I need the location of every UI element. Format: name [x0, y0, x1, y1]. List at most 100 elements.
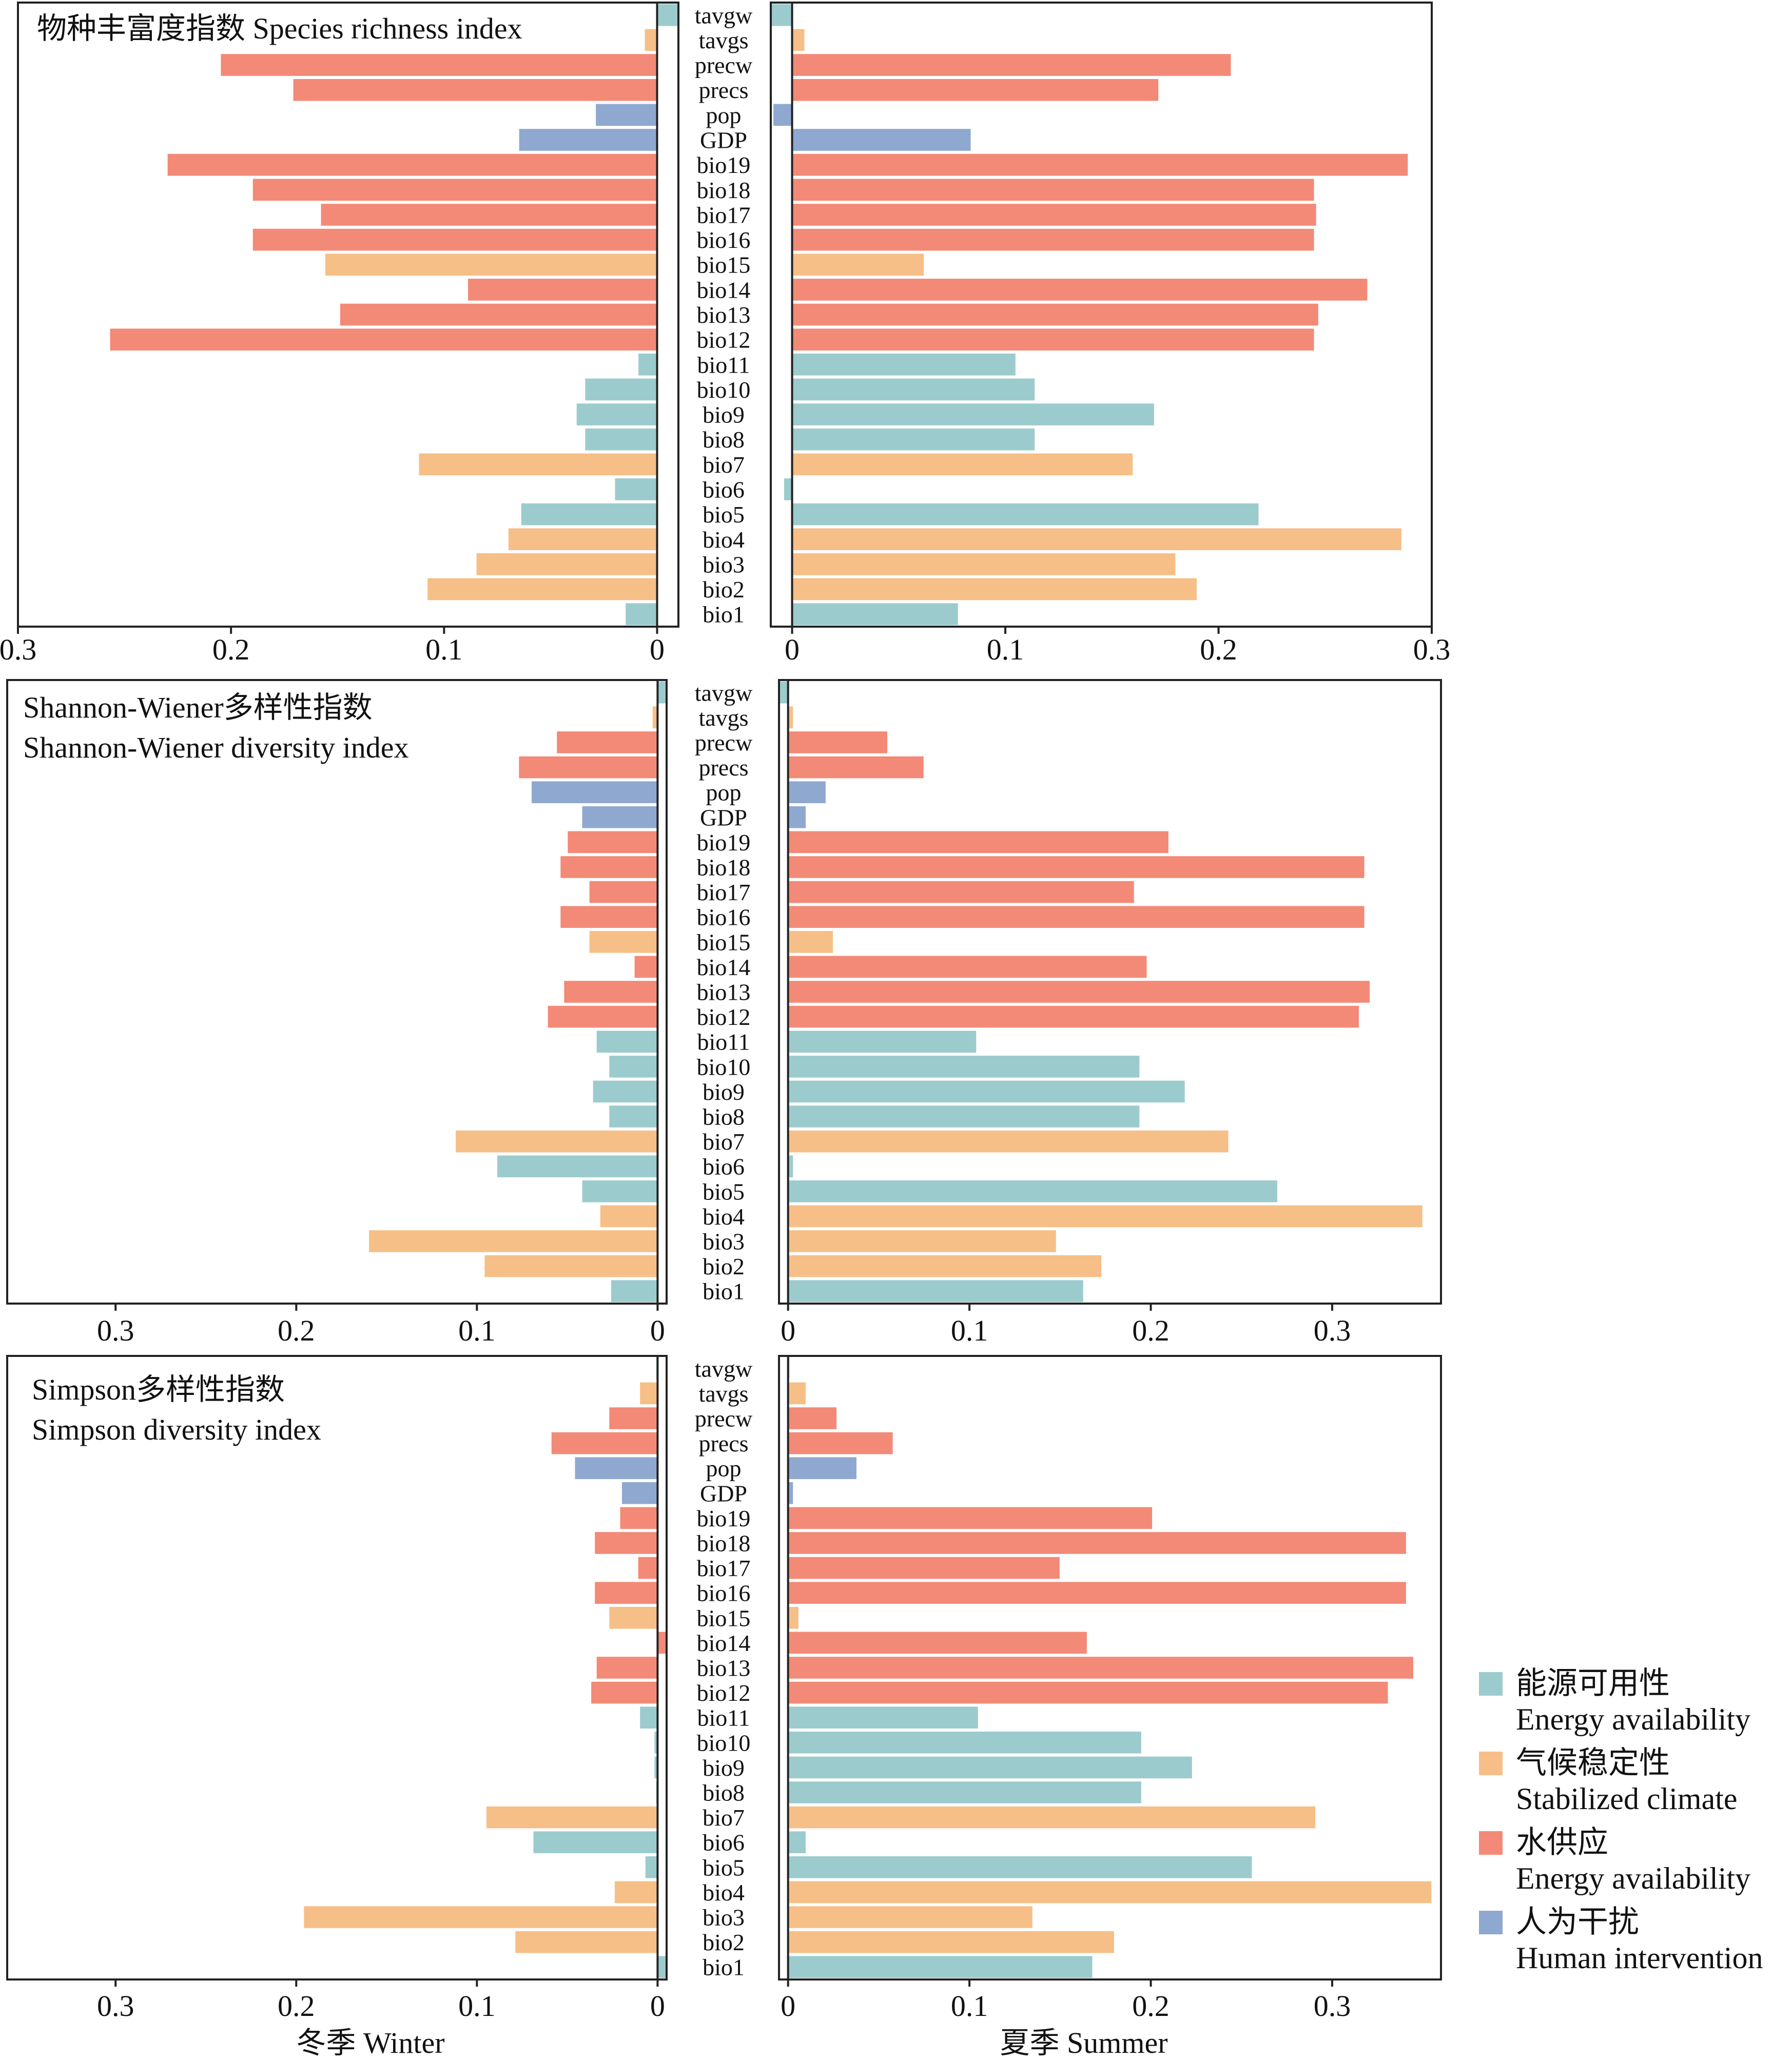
category-label-bio5: bio5 [703, 501, 745, 528]
winter-tick-label: 0 [650, 1314, 665, 1347]
winter-bar-tavgw [656, 3, 679, 27]
category-label-precw: precw [695, 1406, 753, 1432]
winter-bar-bio3 [475, 552, 658, 576]
category-label-bio2: bio2 [703, 1253, 745, 1279]
winter-bar-tavgs [644, 28, 658, 52]
summer-tick-label: 0.1 [951, 1989, 988, 2023]
summer-bar-precs [791, 77, 1160, 102]
winter-bar-bio18 [559, 855, 658, 879]
summer-bar-bio17 [787, 1556, 1061, 1580]
winter-bar-bio14 [633, 955, 658, 979]
winter-bar-precw [556, 730, 658, 754]
legend-label-en: Human intervention [1516, 1941, 1763, 1975]
winter-bar-bio12 [109, 327, 658, 352]
category-label-bio15: bio15 [697, 252, 751, 278]
summer-bar-pop [772, 103, 793, 127]
category-label-tavgw: tavgw [695, 2, 753, 28]
summer-tick-label: 0 [781, 1314, 795, 1347]
winter-bar-bio16 [251, 227, 658, 252]
winter-tick-label: 0.3 [97, 1989, 134, 2023]
category-label-bio6: bio6 [703, 476, 745, 502]
summer-bar-bio14 [787, 955, 1148, 979]
winter-bar-pop [574, 1456, 658, 1480]
winter-bar-bio17 [320, 203, 658, 227]
summer-bar-bio9 [787, 1079, 1186, 1104]
category-label-bio8: bio8 [703, 1780, 745, 1806]
summer-bar-bio5 [791, 502, 1260, 527]
chart-row-3: 0.3 0.2 0.1 0 0 0.1 0.2 0.3 tavgwtavgsprecwprecs… [6, 1355, 1442, 2023]
winter-tick-label: 0.2 [278, 1989, 315, 2023]
category-label-bio12: bio12 [697, 327, 751, 353]
category-label-bio17: bio17 [697, 879, 751, 905]
summer-bar-bio13 [791, 302, 1319, 327]
summer-bar-bio9 [787, 1755, 1193, 1780]
summer-bar-bio4 [787, 1880, 1433, 1905]
category-label-bio17: bio17 [697, 1555, 751, 1581]
legend-label-en: Stabilized climate [1516, 1782, 1738, 1816]
legend-label-zh: 能源可用性 [1516, 1666, 1670, 1700]
winter-bar-bio5 [581, 1179, 658, 1203]
summer-bar-tavgs [787, 1381, 807, 1406]
summer-bar-bio10 [787, 1731, 1142, 1755]
summer-bar-precw [787, 730, 889, 754]
legend-label-en: Energy availability [1516, 1702, 1750, 1736]
category-label-bio4: bio4 [703, 527, 745, 553]
summer-bar-bio17 [787, 880, 1135, 904]
winter-tick-label: 0.1 [458, 1314, 496, 1347]
summer-bar-bio16 [787, 1581, 1407, 1605]
summer-tick-label: 0.3 [1314, 1989, 1351, 2023]
category-label-precs: precs [698, 77, 748, 103]
winter-bar-tavgw [657, 681, 667, 705]
winter-bar-GDP [518, 128, 658, 152]
winter-bar-bio6 [496, 1154, 658, 1178]
summer-bar-bio6 [787, 1830, 807, 1854]
winter-bar-bio11 [637, 352, 658, 377]
winter-tick-label: 0.2 [278, 1314, 315, 1347]
category-label-pop: pop [706, 780, 742, 806]
winter-bar-bio2 [483, 1254, 658, 1278]
category-label-tavgs: tavgs [698, 27, 748, 53]
winter-bar-bio13 [563, 980, 658, 1004]
summer-bar-bio7 [787, 1129, 1230, 1154]
category-label-bio1: bio1 [703, 601, 745, 628]
panel-title-2: Shannon-Wiener多样性指数 [23, 691, 373, 724]
category-label-bio1: bio1 [703, 1954, 745, 1981]
winter-bar-bio11 [595, 1030, 658, 1054]
winter-tick-label: 0.2 [212, 633, 250, 666]
summer-bar-bio7 [787, 1805, 1317, 1830]
category-label-bio10: bio10 [697, 377, 751, 403]
winter-bar-bio15 [608, 1606, 658, 1630]
summer-bar-precw [791, 53, 1232, 77]
summer-bar-precs [787, 1431, 894, 1455]
category-label-bio8: bio8 [703, 426, 745, 453]
winter-bar-bio2 [514, 1930, 658, 1954]
summer-tick-label: 0.1 [951, 1314, 988, 1347]
category-label-bio5: bio5 [703, 1854, 745, 1880]
summer-bar-bio12 [787, 1680, 1389, 1705]
category-label-bio3: bio3 [703, 551, 745, 577]
winter-bar-bio9 [592, 1079, 658, 1104]
winter-bar-bio6 [614, 477, 658, 501]
panel-title-2: Shannon-Wiener diversity index [23, 731, 408, 764]
category-label-bio9: bio9 [703, 402, 745, 428]
summer-tick-label: 0.3 [1314, 1314, 1351, 1347]
winter-bar-precw [220, 53, 658, 77]
summer-bar-bio8 [787, 1104, 1141, 1129]
winter-bar-bio10 [584, 377, 658, 402]
category-label-precw: precw [695, 52, 753, 79]
winter-bar-precs [518, 755, 658, 780]
summer-tick-label: 0 [781, 1989, 795, 2023]
summer-bar-tavgw [778, 681, 789, 705]
summer-bar-pop [787, 1456, 858, 1480]
category-label-bio15: bio15 [697, 1605, 751, 1631]
category-label-bio18: bio18 [697, 855, 751, 881]
summer-bar-bio3 [791, 552, 1177, 576]
winter-bar-bio14 [657, 1630, 667, 1655]
chart-row-1: 0.3 0.2 0.1 0 0 0.1 0.2 0.3 tavgwtavgsprecwprecs… [0, 2, 1450, 666]
chart-layer: 0.3 0.2 0.1 0 0 0.1 0.2 0.3tavgwtavgsprecwprecs… [0, 2, 1450, 2058]
category-label-GDP: GDP [700, 804, 747, 830]
